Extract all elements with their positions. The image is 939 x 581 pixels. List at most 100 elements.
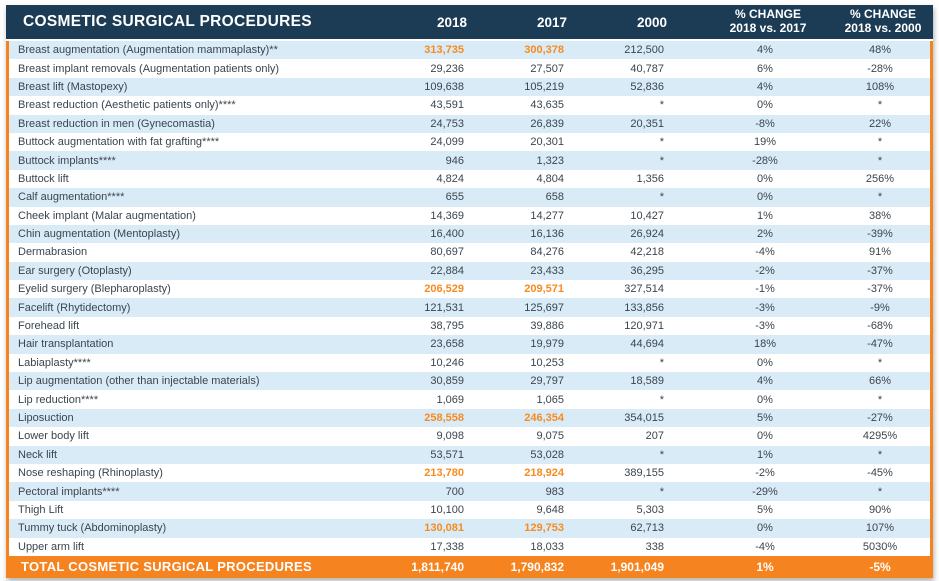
cell-2000: 44,694 (630, 338, 664, 351)
total-pct-change-2017: 1% (756, 559, 774, 574)
table-row: Breast reduction in men (Gynecomastia) 24… (9, 114, 930, 133)
cell-pct-change-2017: 4% (757, 375, 773, 388)
cell-pct-change-2000: -27% (867, 412, 893, 424)
table-row: Nose reshaping (Rhinoplasty) 213,780 218,9… (9, 463, 930, 483)
cell-procedure: Liposuction (18, 412, 74, 424)
cell-2000: 42,218 (630, 246, 664, 259)
cell-2018: 24,099 (430, 136, 464, 149)
cell-pct-change-2017: -3% (755, 301, 775, 314)
table-row: Breast implant removals (Augmentation pa… (9, 59, 930, 78)
cell-procedure: Thigh Lift (18, 503, 64, 516)
cell-pct-change-2017: -28% (752, 154, 778, 167)
cell-procedure: Labiaplasty**** (18, 356, 91, 369)
cell-2018: 10,100 (430, 503, 464, 516)
cell-2018: 130,081 (424, 522, 464, 535)
cell-2018: 16,400 (430, 228, 464, 241)
cell-2000: * (659, 191, 664, 204)
table-row: Calf augmentation**** 655 658 * 0% * (9, 188, 930, 207)
cell-2000: 52,836 (630, 80, 664, 93)
cell-2018: 22,884 (430, 264, 464, 277)
cell-pct-change-2017: -3% (755, 320, 775, 333)
cell-2018: 1,069 (436, 393, 464, 406)
cell-procedure: Ear surgery (Otoplasty) (18, 264, 132, 277)
cell-pct-change-2017: 0% (757, 522, 773, 535)
cell-2000: 133,856 (624, 301, 664, 314)
cell-pct-change-2000: 91% (868, 246, 892, 259)
cell-2018: 946 (445, 154, 464, 167)
cell-pct-change-2017: 0% (757, 430, 773, 443)
cell-2000: 212,500 (624, 44, 664, 57)
cell-2000: 354,015 (624, 412, 664, 424)
cell-procedure: Lip reduction**** (18, 393, 99, 406)
cell-2000: 5,303 (636, 503, 664, 516)
cell-2017: 125,697 (524, 301, 564, 314)
table-row: Thigh Lift 10,100 9,648 5,303 5% 90% (9, 500, 930, 520)
cell-2000: * (659, 448, 664, 461)
column-header-2017: 2017 (536, 14, 567, 30)
cell-2017: 209,571 (524, 283, 564, 296)
cell-2018: 109,638 (424, 80, 464, 93)
cell-pct-change-2017: -29% (752, 485, 778, 498)
cell-2017: 658 (545, 191, 564, 204)
cell-pct-change-2000: -37% (867, 264, 893, 277)
cell-2000: 1,356 (636, 172, 664, 185)
cell-pct-change-2017: -2% (755, 467, 775, 480)
cell-2000: 338 (645, 540, 664, 553)
cell-2017: 983 (545, 485, 564, 498)
cell-2017: 300,378 (524, 44, 564, 57)
cell-2018: 121,531 (424, 301, 464, 314)
cell-procedure: Eyelid surgery (Blepharoplasty) (18, 283, 171, 296)
cell-2018: 38,795 (430, 320, 464, 333)
cell-2018: 655 (445, 191, 464, 204)
table-row: Eyelid surgery (Blepharoplasty) 206,529 20… (9, 280, 930, 299)
cell-pct-change-2000: * (877, 154, 883, 167)
cell-pct-change-2000: 22% (868, 117, 892, 130)
table-row: Breast lift (Mastopexy) 109,638 105,219 52,… (9, 77, 930, 97)
cell-procedure: Lip augmentation (other than injectable … (18, 375, 260, 388)
cell-pct-change-2017: -8% (755, 117, 775, 130)
cell-pct-change-2000: * (877, 393, 883, 406)
cell-procedure: Chin augmentation (Mentoplasty) (18, 228, 181, 241)
table-body: Breast augmentation (Augmentation mammap… (6, 41, 933, 556)
pct-change-2017-line2: 2018 vs. 2017 (729, 21, 807, 35)
cell-2018: 30,859 (430, 375, 464, 388)
cell-procedure: Tummy tuck (Abdominoplasty) (18, 522, 167, 535)
column-header-2018: 2018 (436, 14, 467, 30)
cell-2018: 9,098 (436, 430, 464, 443)
cell-pct-change-2017: 6% (757, 62, 773, 75)
cell-procedure: Dermabrasion (18, 246, 88, 259)
cell-2000: 20,351 (630, 117, 664, 130)
cell-pct-change-2000: -45% (867, 467, 893, 480)
cell-2018: 4,824 (436, 172, 464, 185)
cell-2000: * (659, 99, 664, 112)
cell-2017: 18,033 (530, 540, 564, 553)
table-row: Facelift (Rhytidectomy) 121,531 125,697 133… (9, 298, 930, 317)
cell-procedure: Nose reshaping (Rhinoplasty) (18, 467, 163, 480)
cell-2017: 29,797 (530, 375, 564, 388)
cell-2018: 313,735 (424, 44, 464, 57)
column-header-pct-change-2017: % CHANGE 2018 vs. 2017 (671, 7, 833, 36)
table-row: Breast augmentation (Augmentation mammap… (9, 41, 930, 60)
cell-pct-change-2000: -47% (867, 338, 893, 351)
cell-2017: 4,804 (536, 172, 564, 185)
table-row: Breast reduction (Aesthetic patients onl… (9, 96, 930, 115)
cell-2018: 80,697 (430, 246, 464, 259)
cell-procedure: Breast reduction in men (Gynecomastia) (18, 117, 215, 130)
cell-2000: 389,155 (624, 467, 664, 480)
cell-procedure: Forehead lift (18, 320, 80, 333)
cell-2017: 39,886 (530, 320, 564, 333)
cell-pct-change-2017: 0% (757, 191, 773, 204)
cell-pct-change-2000: * (877, 485, 883, 498)
cell-2018: 213,780 (424, 467, 464, 480)
cell-2017: 27,507 (530, 62, 564, 75)
cell-procedure: Lower body lift (18, 430, 89, 443)
cell-procedure: Facelift (Rhytidectomy) (18, 301, 131, 314)
cell-pct-change-2000: -28% (867, 62, 893, 75)
table-row: Upper arm lift 17,338 18,033 338 -4% 5030% (9, 537, 930, 556)
pct-change-2000-line2: 2018 vs. 2000 (844, 21, 922, 35)
cell-procedure: Breast implant removals (Augmentation pa… (18, 62, 280, 75)
cell-pct-change-2000: -9% (870, 301, 890, 314)
cell-2017: 246,354 (524, 412, 564, 424)
table-row: Lip augmentation (other than injectable … (9, 372, 930, 391)
